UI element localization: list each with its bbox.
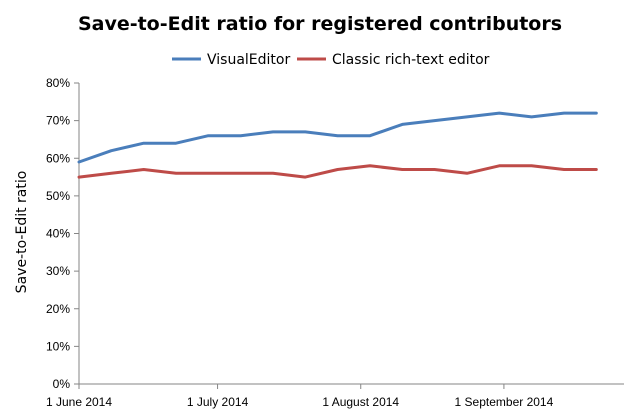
y-tick-label: 50%: [46, 189, 70, 203]
axes: [78, 83, 624, 385]
y-tick-label: 40%: [46, 227, 70, 241]
legend-item-classic-editor: Classic rich-text editor: [297, 52, 490, 68]
y-axis-label: Save-to-Edit ratio: [14, 171, 30, 294]
x-tick-label: 1 July 2014: [187, 395, 249, 409]
series-line-classic-editor: [77, 164, 598, 179]
series-line-visual-editor: [77, 111, 598, 164]
y-tick-label: 60%: [46, 151, 70, 165]
legend-item-visual-editor: VisualEditor: [172, 52, 290, 68]
chart-title: Save-to-Edit ratio for registered contri…: [78, 13, 562, 35]
legend: VisualEditor Classic rich-text editor: [172, 52, 490, 68]
legend-label: VisualEditor: [207, 52, 290, 68]
y-tick-label: 0%: [53, 377, 71, 391]
x-tick-label: 1 September 2014: [455, 395, 554, 409]
y-tick-label: 20%: [46, 302, 70, 316]
x-tick-label: 1 August 2014: [322, 395, 399, 409]
y-tick-label: 10%: [46, 339, 70, 353]
y-axis-ticks: 0% 10% 20% 30% 40% 50% 60% 70% 80%: [46, 76, 79, 391]
series-lines: [77, 111, 598, 179]
x-axis-ticks: 1 June 2014 1 July 2014 1 August 2014 1 Sep…: [46, 384, 554, 409]
y-tick-label: 70%: [46, 114, 70, 128]
y-tick-label: 80%: [46, 76, 70, 90]
x-tick-label: 1 June 2014: [46, 395, 112, 409]
y-tick-label: 30%: [46, 264, 70, 278]
legend-label: Classic rich-text editor: [332, 52, 490, 68]
